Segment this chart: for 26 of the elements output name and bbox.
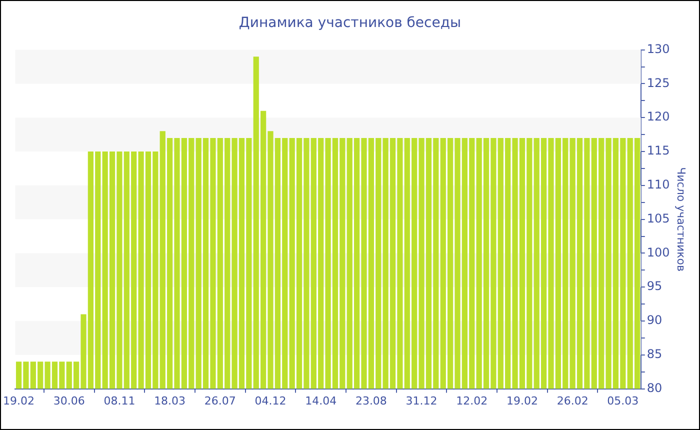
x-tick-label: 14.04 — [305, 394, 337, 408]
x-tick-label: 30.06 — [53, 394, 85, 408]
y-tick-label: 115 — [646, 144, 670, 158]
x-tick-label: 05.03 — [607, 394, 639, 408]
y-tick-label: 95 — [646, 279, 662, 294]
x-tick-label: 19.02 — [3, 394, 35, 408]
x-tick-label: 26.02 — [556, 394, 588, 408]
y-tick-label: 125 — [646, 76, 670, 90]
y-tick-label: 120 — [646, 110, 670, 124]
y-tick-label: 110 — [646, 178, 670, 192]
x-tick-label: 26.07 — [204, 394, 236, 408]
y-tick-label: 90 — [646, 313, 662, 328]
y-tick-label: 130 — [646, 42, 670, 56]
y-tick-label: 80 — [646, 380, 662, 395]
x-tick-label: 08.11 — [104, 394, 136, 408]
y-tick-label: 105 — [646, 211, 670, 226]
x-tick-label: 23.08 — [355, 394, 387, 408]
x-tick-label: 12.02 — [456, 394, 488, 408]
y-tick-label: 85 — [646, 347, 662, 362]
x-tick-label: 04.12 — [254, 394, 286, 408]
x-tick-label: 18.03 — [154, 394, 186, 408]
x-tick-label: 19.02 — [506, 394, 538, 408]
y-axis-title: Число участников — [674, 167, 688, 272]
x-tick-label: 31.12 — [406, 394, 438, 408]
y-tick-label: 100 — [646, 245, 670, 260]
chart-title: Динамика участников беседы — [238, 15, 462, 32]
